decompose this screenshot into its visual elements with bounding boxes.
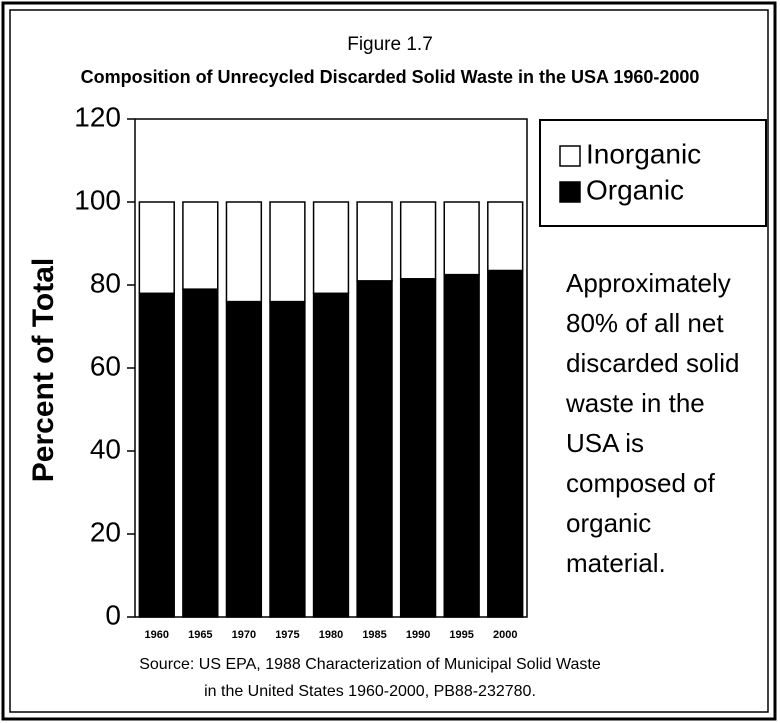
x-tick-label: 1980 bbox=[319, 629, 343, 641]
bar-segment bbox=[487, 269, 524, 618]
bar-segment bbox=[356, 280, 393, 618]
annotation-line: waste in the bbox=[565, 388, 705, 418]
y-tick-label: 60 bbox=[90, 350, 121, 381]
y-tick-label: 0 bbox=[105, 599, 121, 630]
inner-frame bbox=[9, 9, 769, 713]
bar-segment bbox=[269, 300, 306, 618]
bar-segment bbox=[225, 300, 263, 618]
x-tick-label: 1960 bbox=[145, 629, 169, 641]
bar-segment bbox=[487, 201, 524, 272]
legend-swatch bbox=[559, 181, 581, 203]
x-tick-label: 2000 bbox=[493, 629, 517, 641]
annotation-line: material. bbox=[566, 548, 666, 578]
x-tick-label: 1985 bbox=[362, 629, 386, 641]
x-tick-label: 1975 bbox=[275, 629, 299, 641]
x-tick-label: 1995 bbox=[449, 629, 473, 641]
bar-segment bbox=[182, 201, 219, 290]
bar-segment bbox=[138, 292, 175, 618]
chart-title: Figure 1.7 bbox=[347, 34, 433, 55]
legend-box bbox=[539, 119, 767, 227]
annotation-line: composed of bbox=[566, 468, 716, 498]
bar-segment bbox=[443, 273, 480, 618]
source-line: Source: US EPA, 1988 Characterization of… bbox=[139, 656, 601, 673]
y-tick-label: 100 bbox=[74, 184, 121, 215]
bar-segment bbox=[225, 201, 263, 303]
legend-label: Inorganic bbox=[586, 138, 701, 169]
x-tick-label: 1970 bbox=[232, 629, 256, 641]
annotation-line: USA is bbox=[566, 428, 644, 458]
annotation-line: discarded solid bbox=[566, 348, 739, 378]
bar-segment bbox=[182, 288, 219, 618]
y-tick-label: 80 bbox=[90, 267, 121, 298]
x-tick-label: 1965 bbox=[188, 629, 212, 641]
chart-subtitle: Composition of Unrecycled Discarded Soli… bbox=[81, 67, 700, 87]
bar-segment bbox=[356, 201, 393, 282]
y-tick-label: 120 bbox=[74, 101, 121, 132]
x-tick-label: 1990 bbox=[406, 629, 430, 641]
annotation-line: Approximately bbox=[566, 268, 731, 298]
bar-segment bbox=[312, 292, 350, 618]
legend-swatch bbox=[559, 145, 581, 167]
annotation-line: organic bbox=[566, 508, 651, 538]
y-tick-label: 40 bbox=[90, 433, 121, 464]
annotation-line: 80% of all net bbox=[566, 308, 724, 338]
bar-segment bbox=[443, 201, 480, 276]
y-tick-label: 20 bbox=[90, 516, 121, 547]
y-axis-label: Percent of Total bbox=[27, 258, 60, 482]
bar-segment bbox=[269, 201, 306, 303]
bar-segment bbox=[399, 201, 437, 280]
bar-segment bbox=[399, 278, 437, 618]
source-line: in the United States 1960-2000, PB88-232… bbox=[204, 683, 536, 700]
bar-segment bbox=[138, 201, 175, 295]
legend-label: Organic bbox=[586, 174, 684, 205]
bar-segment bbox=[312, 201, 350, 295]
